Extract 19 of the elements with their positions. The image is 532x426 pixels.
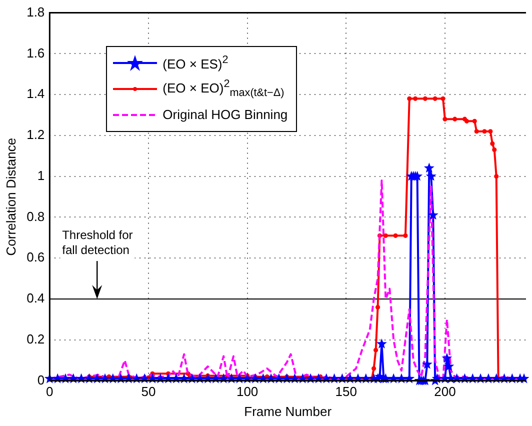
x-tick-label: 200: [434, 384, 456, 400]
x-tick-label: 150: [335, 384, 357, 400]
y-tick-label: 0.6: [26, 250, 45, 265]
y-tick-label: 1.8: [26, 4, 45, 20]
y-tick-label: 0.4: [26, 290, 45, 306]
y-tick-label: 0.2: [26, 331, 45, 346]
y-axis-title: Correlation Distance: [3, 138, 18, 256]
x-tick-label: 50: [141, 384, 156, 400]
legend-label: Original HOG Binning: [162, 107, 288, 122]
y-tick-label: 1.4: [26, 86, 45, 102]
annotation: Threshold for fall detection: [62, 228, 133, 258]
y-tick-label: 1: [37, 168, 45, 183]
x-axis-title: Frame Number: [244, 404, 332, 419]
y-tick-label: 1.2: [26, 127, 45, 142]
x-tick-label: 100: [236, 384, 258, 400]
legend-label: (EO × ES)$^{2}$: [162, 54, 228, 72]
y-tick-label: 0.8: [26, 208, 45, 224]
y-tick-label: 1.6: [26, 45, 45, 60]
y-tick-label: 0: [37, 372, 45, 388]
